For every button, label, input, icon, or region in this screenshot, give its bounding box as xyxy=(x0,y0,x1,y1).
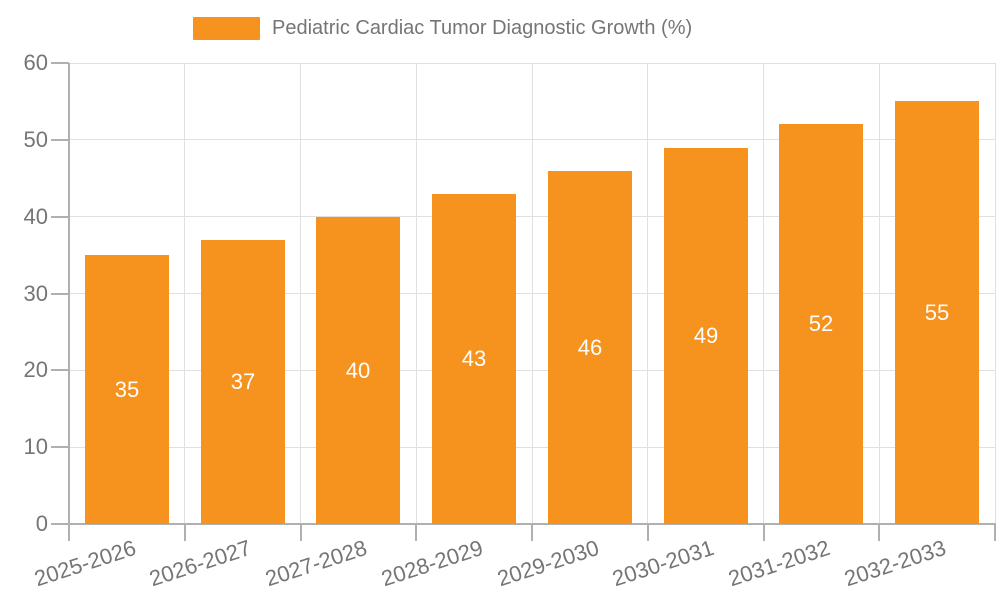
bar: 52 xyxy=(779,124,863,524)
gridline-vertical xyxy=(647,63,649,524)
gridline-vertical xyxy=(763,63,764,524)
x-axis-tick xyxy=(646,524,649,541)
x-axis-tick xyxy=(415,524,418,541)
x-axis-tick-label: 2031-2032 xyxy=(725,535,834,592)
y-axis-tick-label: 0 xyxy=(35,511,48,536)
y-axis-tick xyxy=(51,369,69,372)
x-axis-tick xyxy=(68,524,70,541)
y-axis-tick xyxy=(51,523,69,525)
x-axis-tick xyxy=(762,524,765,541)
bar: 37 xyxy=(201,240,285,524)
bar-value-label: 49 xyxy=(693,323,719,348)
bar: 46 xyxy=(548,171,632,524)
bar: 35 xyxy=(85,255,169,524)
y-axis-tick xyxy=(51,446,69,449)
y-axis-tick-label: 20 xyxy=(23,357,48,383)
gridline-vertical xyxy=(300,63,301,524)
bar-value-label: 55 xyxy=(924,299,950,325)
x-axis-tick-label: 2025-2026 xyxy=(30,535,139,592)
gridline-vertical xyxy=(415,63,417,524)
y-axis-tick xyxy=(51,62,69,64)
y-axis-tick-label: 10 xyxy=(23,434,48,460)
x-axis-tick xyxy=(531,524,533,541)
y-axis-tick-label: 50 xyxy=(23,126,48,152)
x-axis-tick-label: 2026-2027 xyxy=(146,535,255,592)
y-axis-tick xyxy=(51,292,69,295)
bar-value-label: 40 xyxy=(345,357,371,383)
x-axis-tick-label: 2028-2029 xyxy=(378,535,486,592)
x-axis-tick-label: 2029-2030 xyxy=(493,535,602,592)
bar-value-label: 43 xyxy=(461,346,487,371)
bar-value-label: 46 xyxy=(577,334,603,360)
bar: 40 xyxy=(316,217,400,524)
x-axis-tick-label: 2032-2033 xyxy=(841,535,949,592)
gridline-vertical xyxy=(994,63,996,524)
bar: 43 xyxy=(432,194,516,524)
x-axis-tick xyxy=(299,524,302,541)
x-axis-tick-label: 2030-2031 xyxy=(609,535,718,592)
x-axis-tick xyxy=(183,524,186,541)
x-axis-line xyxy=(68,523,996,525)
bar-value-label: 35 xyxy=(114,376,140,402)
legend-swatch xyxy=(193,17,260,40)
bar: 49 xyxy=(664,148,748,524)
y-axis-tick-label: 40 xyxy=(23,203,48,229)
bar-value-label: 52 xyxy=(808,311,834,336)
x-axis-tick-label: 2027-2028 xyxy=(262,535,371,592)
y-axis-tick xyxy=(51,215,69,218)
x-axis-tick xyxy=(994,524,996,541)
gridline-vertical xyxy=(184,63,186,524)
gridline-vertical xyxy=(531,63,533,524)
y-axis-tick-label: 60 xyxy=(23,50,48,75)
y-axis-line xyxy=(68,63,70,524)
gridline-vertical xyxy=(878,63,880,524)
bar: 55 xyxy=(895,101,979,524)
bar-value-label: 37 xyxy=(230,369,256,394)
x-axis-tick xyxy=(878,524,881,541)
y-axis-tick-label: 30 xyxy=(23,280,48,306)
legend-label: Pediatric Cardiac Tumor Diagnostic Growt… xyxy=(272,17,693,39)
legend-item[interactable]: Pediatric Cardiac Tumor Diagnostic Growt… xyxy=(193,17,692,40)
y-axis-tick xyxy=(51,138,69,141)
